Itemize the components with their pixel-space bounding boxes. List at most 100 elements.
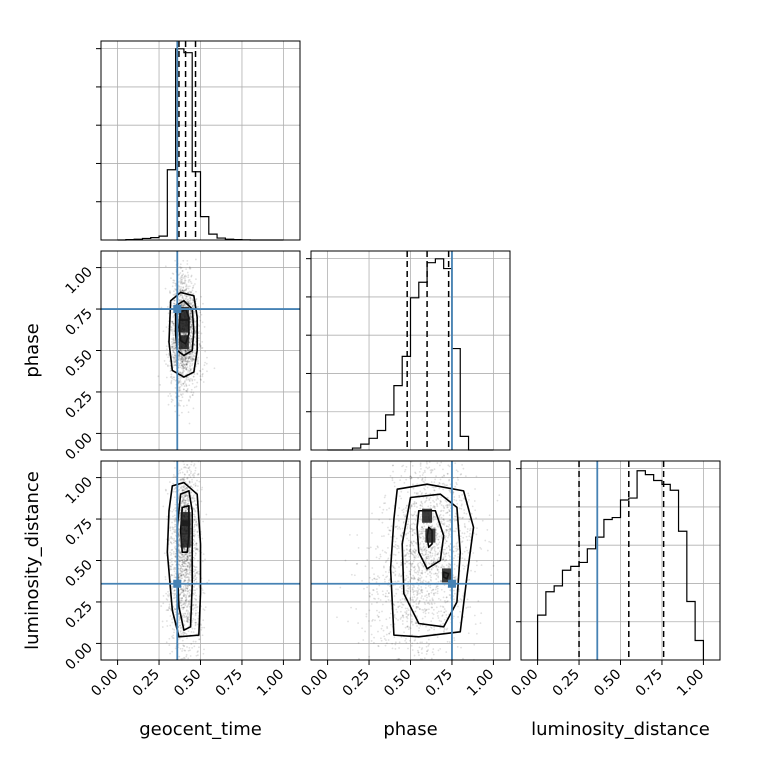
sample-point: [179, 280, 182, 282]
sample-point: [194, 528, 197, 531]
sample-point: [453, 592, 456, 595]
sample-point: [436, 532, 439, 535]
sample-point: [398, 641, 401, 644]
sample-point: [196, 360, 199, 363]
sample-point: [418, 569, 421, 572]
sample-point: [191, 627, 194, 630]
sample-point: [425, 569, 428, 572]
sample-point: [193, 508, 195, 511]
sample-point: [171, 345, 174, 348]
sample-point: [429, 578, 432, 581]
sample-point: [170, 277, 172, 280]
sample-point: [174, 356, 177, 359]
sample-point: [190, 325, 192, 328]
sample-point: [192, 358, 194, 361]
sample-point: [167, 312, 170, 315]
sample-point: [361, 580, 363, 582]
sample-point: [197, 339, 200, 342]
sample-point: [463, 509, 466, 511]
sample-point: [498, 494, 501, 497]
sample-point: [405, 566, 408, 569]
sample-point: [415, 541, 417, 544]
sample-point: [193, 355, 196, 357]
sample-point: [168, 592, 171, 595]
sample-point: [184, 360, 187, 363]
sample-point: [184, 295, 187, 298]
sample-point: [174, 282, 176, 285]
sample-point: [421, 474, 424, 476]
sample-point: [180, 570, 183, 573]
sample-point: [180, 282, 182, 285]
sample-point: [191, 351, 194, 354]
sample-point: [455, 483, 458, 486]
sample-point: [173, 576, 176, 579]
sample-point: [186, 576, 188, 579]
sample-point: [172, 360, 175, 363]
sample-point: [171, 330, 174, 333]
sample-point: [172, 339, 175, 341]
sample-point: [201, 321, 204, 324]
sample-point: [188, 278, 191, 281]
sample-point: [184, 380, 186, 383]
sample-point: [184, 279, 186, 282]
sample-point: [394, 540, 397, 543]
sample-point: [457, 556, 460, 558]
sample-point: [190, 353, 193, 356]
sample-point: [198, 325, 200, 327]
sample-point: [172, 336, 175, 339]
sample-point: [190, 368, 192, 371]
sample-point: [438, 514, 441, 517]
sample-point: [185, 357, 187, 359]
sample-point: [193, 344, 196, 346]
sample-point: [461, 541, 463, 543]
sample-point: [461, 532, 464, 535]
sample-point: [188, 267, 191, 270]
sample-point: [178, 295, 181, 298]
sample-point: [423, 525, 426, 528]
sample-point: [169, 291, 171, 294]
sample-point: [181, 289, 184, 292]
sample-point: [187, 285, 190, 288]
sample-point: [432, 519, 435, 522]
sample-point: [436, 565, 438, 567]
sample-point: [378, 576, 381, 579]
sample-point: [190, 329, 193, 332]
sample-point: [399, 586, 401, 589]
sample-point: [435, 531, 438, 534]
sample-point: [198, 330, 200, 333]
sample-point: [172, 551, 175, 553]
sample-point: [453, 568, 456, 570]
sample-point: [430, 471, 432, 474]
sample-point: [173, 341, 176, 344]
sample-point: [198, 343, 201, 346]
sample-point: [174, 503, 177, 506]
sample-point: [181, 365, 184, 368]
sample-point: [187, 281, 190, 283]
sample-point: [436, 558, 439, 561]
sample-point: [171, 312, 173, 314]
sample-point: [173, 343, 175, 345]
sample-point: [184, 366, 186, 369]
sample-point: [196, 588, 198, 590]
sample-point: [201, 634, 204, 637]
sample-point: [189, 377, 192, 380]
sample-point: [468, 578, 471, 581]
sample-point: [179, 281, 182, 284]
sample-point: [198, 638, 201, 641]
sample-point: [182, 586, 185, 588]
sample-point: [430, 559, 433, 562]
sample-point: [440, 610, 443, 613]
sample-point: [461, 552, 464, 555]
sample-point: [187, 291, 190, 294]
sample-point: [185, 363, 188, 366]
sample-point: [419, 561, 422, 564]
sample-point: [184, 350, 187, 353]
sample-point: [413, 558, 416, 561]
sample-point: [187, 287, 190, 290]
sample-point: [171, 521, 173, 524]
sample-point: [417, 576, 420, 579]
sample-point: [178, 389, 181, 392]
sample-point: [448, 510, 451, 512]
sample-point: [166, 305, 169, 308]
sample-point: [200, 313, 203, 316]
